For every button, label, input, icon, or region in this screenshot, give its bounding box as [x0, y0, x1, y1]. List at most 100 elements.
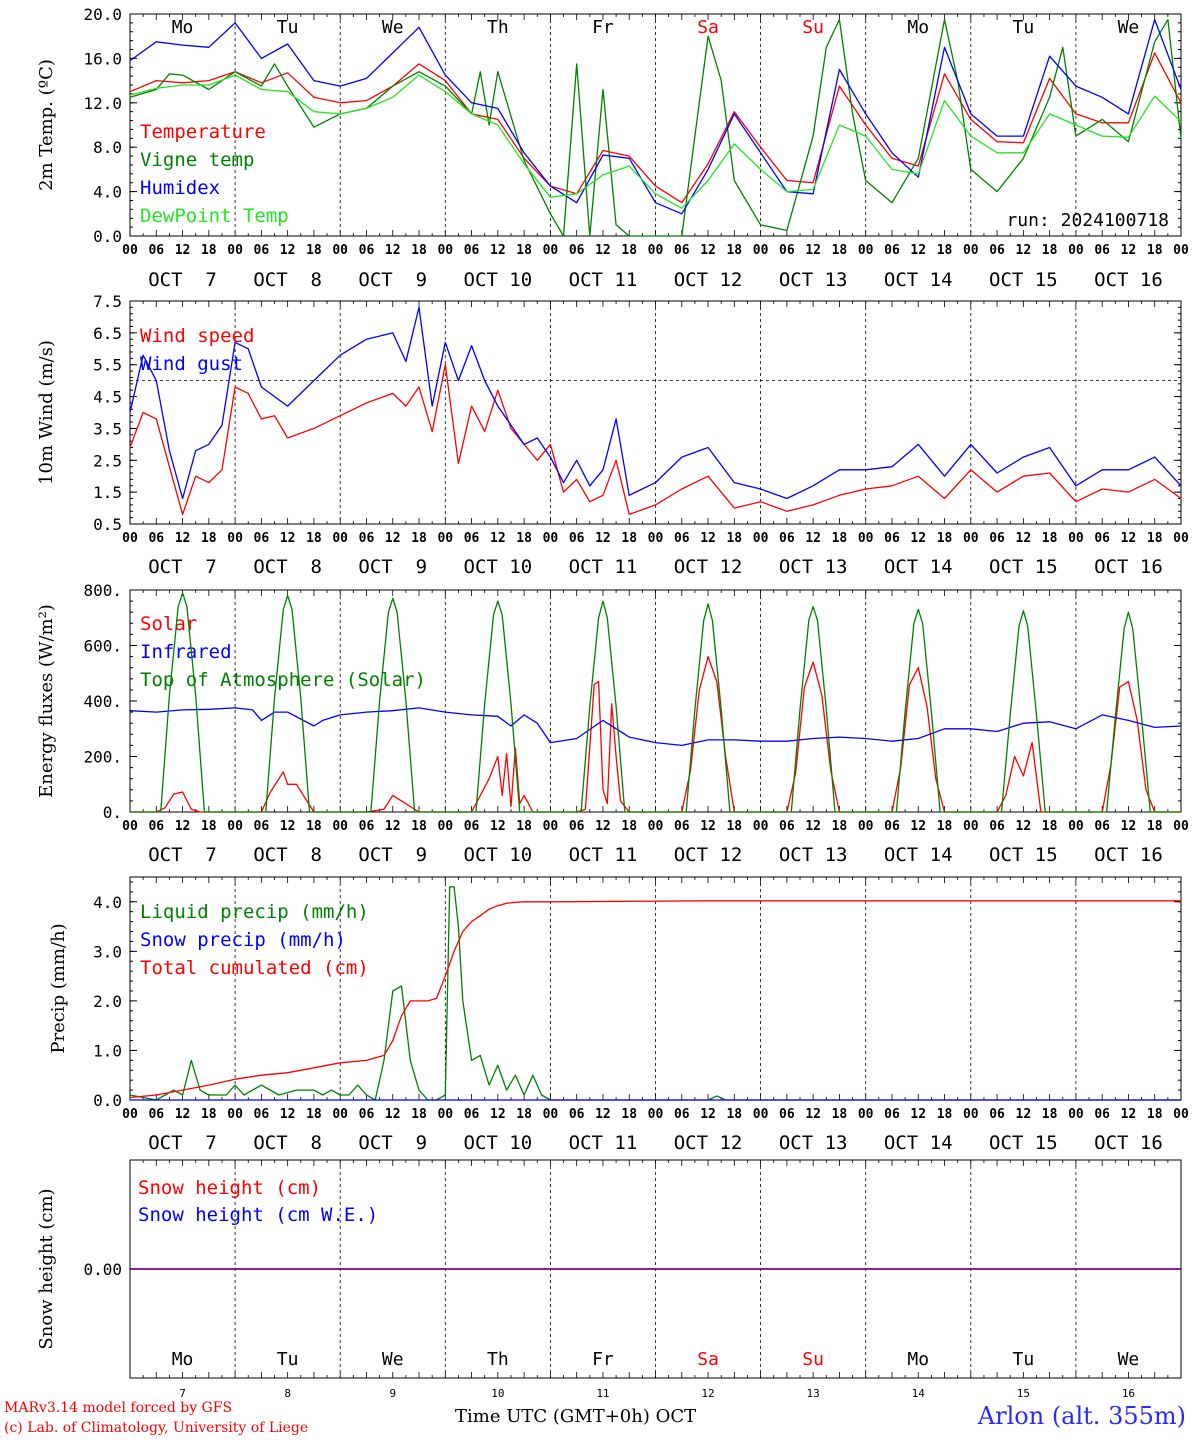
hour-label: 06 — [569, 531, 585, 546]
day-number-label: 11 — [596, 1387, 609, 1400]
hour-label: 18 — [516, 1107, 532, 1122]
hour-label: 06 — [464, 1107, 480, 1122]
hour-label: 06 — [148, 1107, 164, 1122]
hour-label: 06 — [148, 243, 164, 258]
hour-label: 00 — [437, 1107, 453, 1122]
hour-label: 18 — [1147, 819, 1163, 834]
hour-label: 18 — [1042, 1107, 1058, 1122]
day-abbr-label: We — [382, 1349, 404, 1370]
hour-label: 00 — [1173, 243, 1189, 258]
y-axis-title: Precip (mm/h) — [48, 923, 69, 1053]
hour-label: 00 — [122, 243, 138, 258]
hour-label: 12 — [175, 243, 191, 258]
y-tick-label: 2.5 — [93, 451, 122, 470]
hour-label: 06 — [464, 531, 480, 546]
hour-label: 18 — [621, 819, 637, 834]
series-line-total-cumulated-cm- — [129, 900, 1181, 1099]
hour-label: 06 — [359, 243, 375, 258]
y-axis-title: 2m Temp. (ºC) — [36, 59, 57, 191]
hour-label: 18 — [832, 819, 848, 834]
hour-label: 06 — [989, 1107, 1005, 1122]
day-abbr-label: Tu — [277, 17, 299, 38]
hour-label: 12 — [700, 531, 716, 546]
legend-entry: Liquid precip (mm/h) — [140, 901, 369, 923]
y-tick-label: 800. — [83, 581, 122, 600]
hour-label: 12 — [1016, 531, 1032, 546]
hour-label: 12 — [595, 243, 611, 258]
date-label: OCT 16 — [1094, 1132, 1163, 1154]
day-abbr-label: Sa — [697, 1349, 719, 1370]
hour-label: 18 — [726, 531, 742, 546]
date-label: OCT 11 — [569, 844, 638, 866]
hour-label: 12 — [280, 243, 296, 258]
hour-label: 12 — [910, 1107, 926, 1122]
model-credit: MARv3.14 model forced by GFS — [4, 1400, 233, 1416]
date-label: OCT 14 — [884, 1132, 953, 1154]
y-tick-label: 3.0 — [93, 942, 122, 961]
day-abbr-label: Fr — [592, 1349, 614, 1370]
hour-label: 18 — [1042, 531, 1058, 546]
hour-label: 18 — [411, 243, 427, 258]
day-abbr-label: We — [1118, 17, 1140, 38]
day-number-label: 12 — [701, 1387, 714, 1400]
legend-entry: Vigne temp — [140, 149, 254, 171]
hour-label: 06 — [569, 1107, 585, 1122]
hour-label: 18 — [726, 243, 742, 258]
day-abbr-label: Mo — [907, 1349, 929, 1370]
y-tick-label: 4.0 — [93, 893, 122, 912]
date-label: OCT 10 — [464, 556, 533, 578]
hour-label: 06 — [779, 819, 795, 834]
hour-label: 00 — [753, 819, 769, 834]
date-label: OCT 15 — [989, 269, 1058, 291]
legend-entry: Snow height (cm W.E.) — [138, 1204, 378, 1226]
date-label: OCT 9 — [358, 1132, 427, 1154]
hour-label: 00 — [1068, 243, 1084, 258]
date-label: OCT 8 — [253, 556, 322, 578]
date-label: OCT 7 — [148, 556, 217, 578]
hour-label: 00 — [332, 243, 348, 258]
hour-label: 18 — [306, 1107, 322, 1122]
hour-label: 00 — [963, 243, 979, 258]
hour-label: 12 — [490, 243, 506, 258]
y-tick-label: 3.5 — [93, 419, 122, 438]
y-tick-label: 5.5 — [93, 356, 122, 375]
legend-entry: DewPoint Temp — [140, 205, 289, 227]
hour-label: 12 — [1121, 819, 1137, 834]
date-label: OCT 10 — [464, 269, 533, 291]
date-label: OCT 8 — [253, 844, 322, 866]
date-label: OCT 12 — [674, 269, 743, 291]
hour-label: 00 — [1068, 531, 1084, 546]
hour-label: 12 — [175, 819, 191, 834]
hour-label: 12 — [805, 819, 821, 834]
date-label: OCT 14 — [884, 844, 953, 866]
hour-label: 00 — [122, 819, 138, 834]
hour-label: 00 — [332, 531, 348, 546]
time-axis-text: Time UTC (GMT+0h) — [455, 1406, 650, 1427]
day-abbr-label: We — [1118, 1349, 1140, 1370]
hour-label: 06 — [1094, 819, 1110, 834]
hour-label: 12 — [1121, 1107, 1137, 1122]
date-label: OCT 12 — [674, 844, 743, 866]
hour-label: 06 — [359, 531, 375, 546]
legend-entry: Wind gust — [140, 353, 243, 375]
hour-label: 12 — [1016, 819, 1032, 834]
date-label: OCT 16 — [1094, 269, 1163, 291]
date-label: OCT 9 — [358, 556, 427, 578]
day-abbr-label: Tu — [1013, 1349, 1035, 1370]
hour-label: 00 — [963, 1107, 979, 1122]
hour-label: 12 — [700, 819, 716, 834]
hour-label: 06 — [989, 243, 1005, 258]
y-tick-label: 4.5 — [93, 388, 122, 407]
location-label: Arlon (alt. 355m) — [977, 1402, 1186, 1430]
hour-label: 12 — [805, 1107, 821, 1122]
legend-entry: Snow precip (mm/h) — [140, 929, 346, 951]
series-line-temperature — [129, 52, 1182, 204]
legend-entry: Total cumulated (cm) — [140, 957, 369, 979]
hour-label: 12 — [700, 243, 716, 258]
hour-label: 12 — [490, 1107, 506, 1122]
hour-label: 00 — [1173, 819, 1189, 834]
day-abbr-label: Mo — [907, 17, 929, 38]
hour-label: 12 — [385, 819, 401, 834]
y-tick-label: 16.0 — [83, 49, 122, 68]
